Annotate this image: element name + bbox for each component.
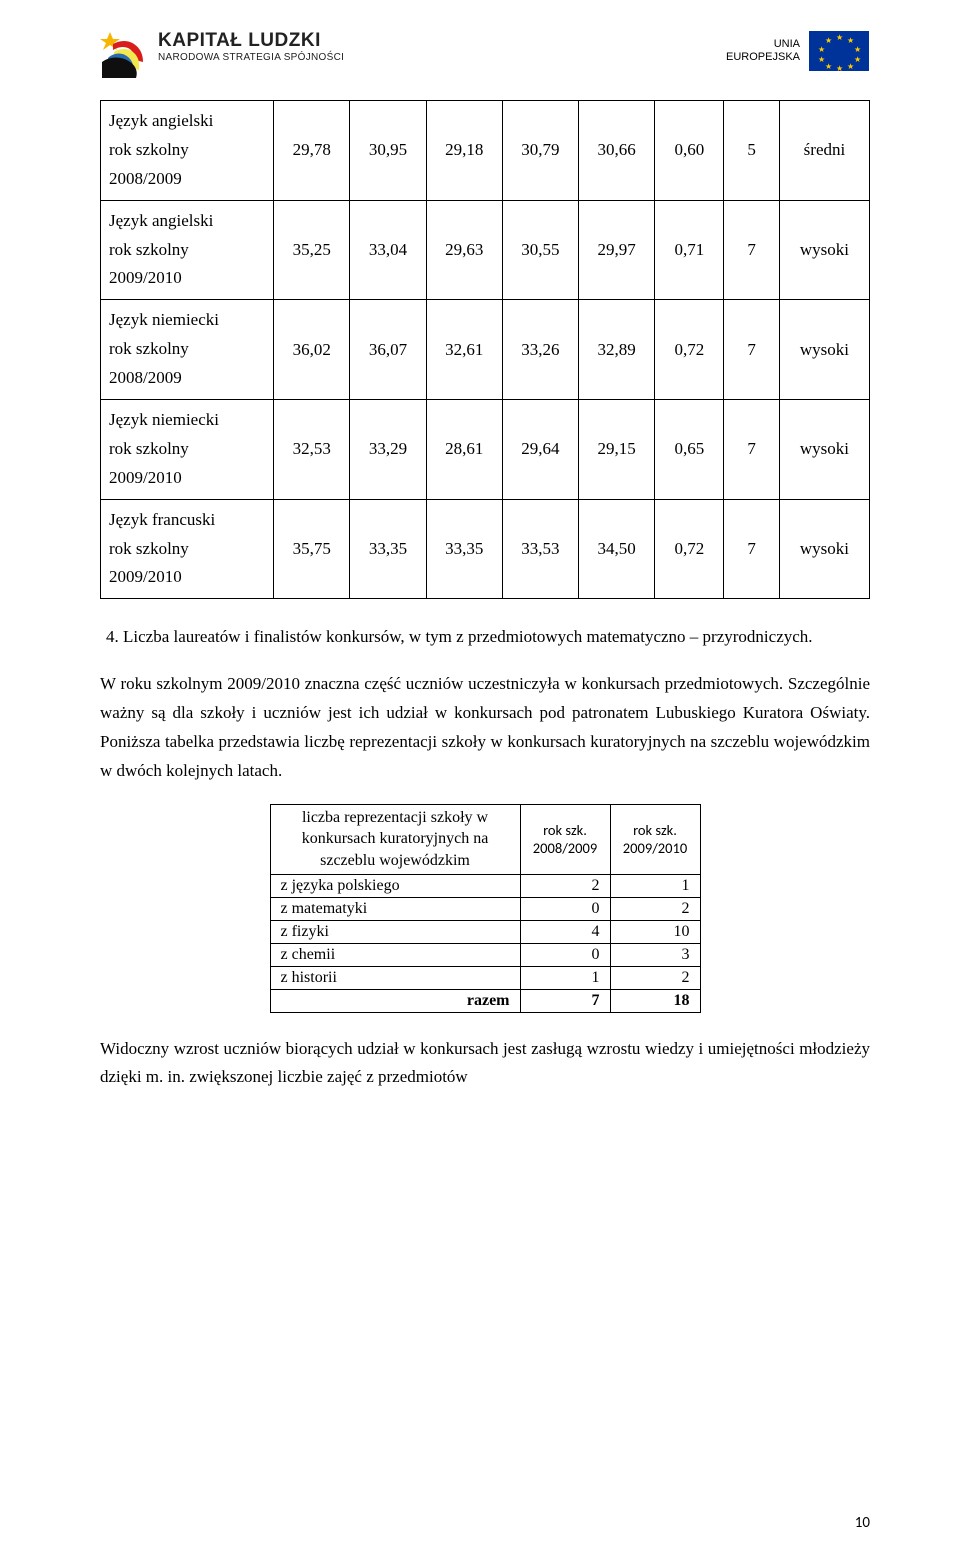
cell: 0,60 bbox=[655, 101, 724, 201]
table-row: Język niemieckirok szkolny2009/201032,53… bbox=[101, 400, 870, 500]
table-row: Język angielskirok szkolny2009/201035,25… bbox=[101, 200, 870, 300]
cell: 30,55 bbox=[502, 200, 578, 300]
inner-cell: 0 bbox=[520, 943, 610, 966]
cell: 32,53 bbox=[274, 400, 350, 500]
cell: 29,63 bbox=[426, 200, 502, 300]
logo-kapital-ludzki: KAPITAŁ LUDZKI NARODOWA STRATEGIA SPÓJNO… bbox=[100, 30, 344, 80]
cell: 28,61 bbox=[426, 400, 502, 500]
cell: 7 bbox=[724, 300, 779, 400]
paragraph-2: Widoczny wzrost uczniów biorących udział… bbox=[100, 1035, 870, 1093]
table-row: Język niemieckirok szkolny2008/200936,02… bbox=[101, 300, 870, 400]
row-label: Język francuskirok szkolny2009/2010 bbox=[101, 499, 274, 599]
row-label: Język angielskirok szkolny2009/2010 bbox=[101, 200, 274, 300]
eu-label: UNIA EUROPEJSKA bbox=[726, 38, 800, 64]
cell: 33,35 bbox=[426, 499, 502, 599]
cell: wysoki bbox=[779, 200, 869, 300]
cell: 7 bbox=[724, 200, 779, 300]
cell: 33,35 bbox=[350, 499, 426, 599]
kl-subtitle: NARODOWA STRATEGIA SPÓJNOŚCI bbox=[158, 52, 344, 63]
cell: 33,29 bbox=[350, 400, 426, 500]
cell: wysoki bbox=[779, 499, 869, 599]
inner-cell: 2 bbox=[520, 874, 610, 897]
cell: 33,53 bbox=[502, 499, 578, 599]
cell: 34,50 bbox=[579, 499, 655, 599]
cell: 35,75 bbox=[274, 499, 350, 599]
row-label: Język niemieckirok szkolny2008/2009 bbox=[101, 300, 274, 400]
table-row: z matematyki02 bbox=[270, 897, 700, 920]
cell: 33,04 bbox=[350, 200, 426, 300]
cell: 29,18 bbox=[426, 101, 502, 201]
inner-row-label: z fizyki bbox=[270, 920, 520, 943]
cell: 7 bbox=[724, 400, 779, 500]
kl-icon bbox=[100, 30, 150, 80]
cell: wysoki bbox=[779, 300, 869, 400]
cell: 29,78 bbox=[274, 101, 350, 201]
inner-cell: 2 bbox=[610, 966, 700, 989]
cell: wysoki bbox=[779, 400, 869, 500]
inner-row-label: z matematyki bbox=[270, 897, 520, 920]
page-number: 10 bbox=[855, 1514, 870, 1532]
table-row: z historii12 bbox=[270, 966, 700, 989]
kl-title: KAPITAŁ LUDZKI bbox=[158, 30, 344, 52]
inner-cell: 1 bbox=[520, 966, 610, 989]
numbered-item-4: 4. Liczba laureatów i finalistów konkurs… bbox=[106, 623, 870, 652]
table-row: Język angielskirok szkolny2008/200929,78… bbox=[101, 101, 870, 201]
row-label: Język angielskirok szkolny2008/2009 bbox=[101, 101, 274, 201]
table-row: Język francuskirok szkolny2009/201035,75… bbox=[101, 499, 870, 599]
inner-cell: 2 bbox=[610, 897, 700, 920]
inner-cell: 1 bbox=[610, 874, 700, 897]
inner-cell: 0 bbox=[520, 897, 610, 920]
inner-total-label: razem bbox=[270, 989, 520, 1012]
cell: 32,61 bbox=[426, 300, 502, 400]
cell: średni bbox=[779, 101, 869, 201]
cell: 5 bbox=[724, 101, 779, 201]
cell: 29,97 bbox=[579, 200, 655, 300]
table-row: z języka polskiego21 bbox=[270, 874, 700, 897]
inner-row-label: z historii bbox=[270, 966, 520, 989]
cell: 0,72 bbox=[655, 300, 724, 400]
cell: 29,15 bbox=[579, 400, 655, 500]
cell: 0,65 bbox=[655, 400, 724, 500]
inner-total-a: 7 bbox=[520, 989, 610, 1012]
cell: 35,25 bbox=[274, 200, 350, 300]
inner-cell: 3 bbox=[610, 943, 700, 966]
cell: 30,95 bbox=[350, 101, 426, 201]
table-row: z fizyki410 bbox=[270, 920, 700, 943]
header: KAPITAŁ LUDZKI NARODOWA STRATEGIA SPÓJNO… bbox=[100, 30, 870, 80]
table-row: z chemii03 bbox=[270, 943, 700, 966]
logo-eu: UNIA EUROPEJSKA ★ ★ ★ ★ ★ ★ ★ ★ ★ ★ bbox=[726, 30, 870, 72]
competition-table: liczba reprezentacji szkoły w konkursach… bbox=[270, 804, 701, 1013]
eu-flag-icon: ★ ★ ★ ★ ★ ★ ★ ★ ★ ★ bbox=[808, 30, 870, 72]
cell: 30,66 bbox=[579, 101, 655, 201]
inner-row-label: z języka polskiego bbox=[270, 874, 520, 897]
inner-total-b: 18 bbox=[610, 989, 700, 1012]
cell: 7 bbox=[724, 499, 779, 599]
cell: 36,02 bbox=[274, 300, 350, 400]
inner-hdr-col1: rok szk. 2008/2009 bbox=[520, 804, 610, 874]
inner-row-label: z chemii bbox=[270, 943, 520, 966]
row-label: Język niemieckirok szkolny2009/2010 bbox=[101, 400, 274, 500]
cell: 36,07 bbox=[350, 300, 426, 400]
inner-cell: 10 bbox=[610, 920, 700, 943]
paragraph-1: W roku szkolnym 2009/2010 znaczna część … bbox=[100, 670, 870, 786]
inner-hdr-left: liczba reprezentacji szkoły w konkursach… bbox=[270, 804, 520, 874]
cell: 33,26 bbox=[502, 300, 578, 400]
main-results-table: Język angielskirok szkolny2008/200929,78… bbox=[100, 100, 870, 599]
cell: 0,71 bbox=[655, 200, 724, 300]
cell: 30,79 bbox=[502, 101, 578, 201]
cell: 29,64 bbox=[502, 400, 578, 500]
inner-hdr-col2: rok szk. 2009/2010 bbox=[610, 804, 700, 874]
cell: 0,72 bbox=[655, 499, 724, 599]
cell: 32,89 bbox=[579, 300, 655, 400]
inner-cell: 4 bbox=[520, 920, 610, 943]
